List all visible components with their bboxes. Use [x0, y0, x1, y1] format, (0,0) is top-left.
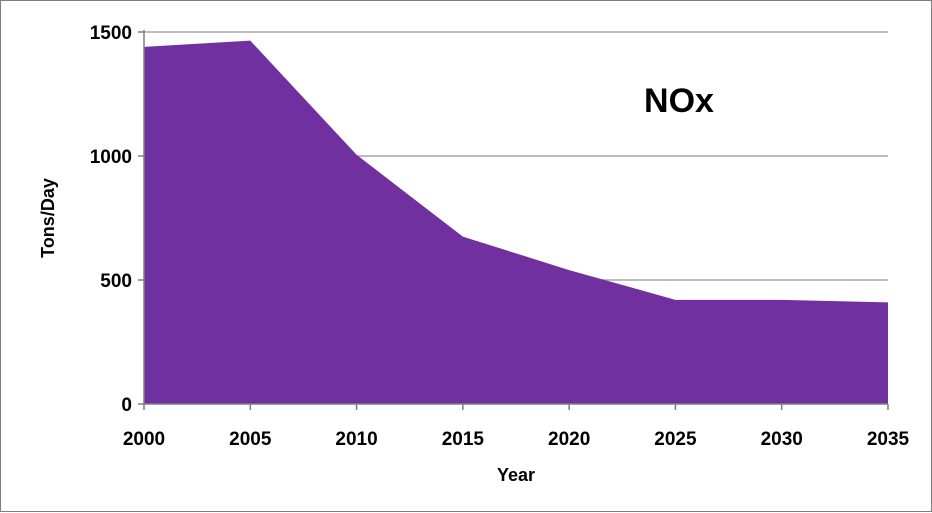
- x-tick-label-4: 2020: [548, 429, 590, 450]
- y-tick-label-3: 1500: [90, 23, 132, 44]
- x-tick-label-1: 2005: [229, 429, 272, 450]
- y-tick-label-2: 1000: [90, 147, 132, 168]
- x-tick-label-7: 2035: [867, 429, 910, 450]
- x-axis-ticks: 2000 2005 2010 2015 2020 2025 2030 2035: [123, 404, 910, 450]
- x-tick-label-5: 2025: [654, 429, 697, 450]
- axes: [143, 30, 888, 405]
- x-tick-label-3: 2015: [442, 429, 485, 450]
- x-tick-label-0: 2000: [123, 429, 165, 450]
- x-tick-label-6: 2030: [761, 429, 803, 450]
- y-tick-label-1: 500: [100, 271, 132, 292]
- x-axis-title: Year: [497, 465, 535, 485]
- y-tick-label-0: 0: [121, 395, 132, 416]
- y-axis-title: Tons/Day: [38, 178, 58, 258]
- chart-title: NOx: [644, 82, 714, 120]
- area-series-nox: [144, 40, 888, 405]
- y-axis-ticks: 0 500 1000 1500: [90, 23, 144, 416]
- x-tick-label-2: 2010: [335, 429, 377, 450]
